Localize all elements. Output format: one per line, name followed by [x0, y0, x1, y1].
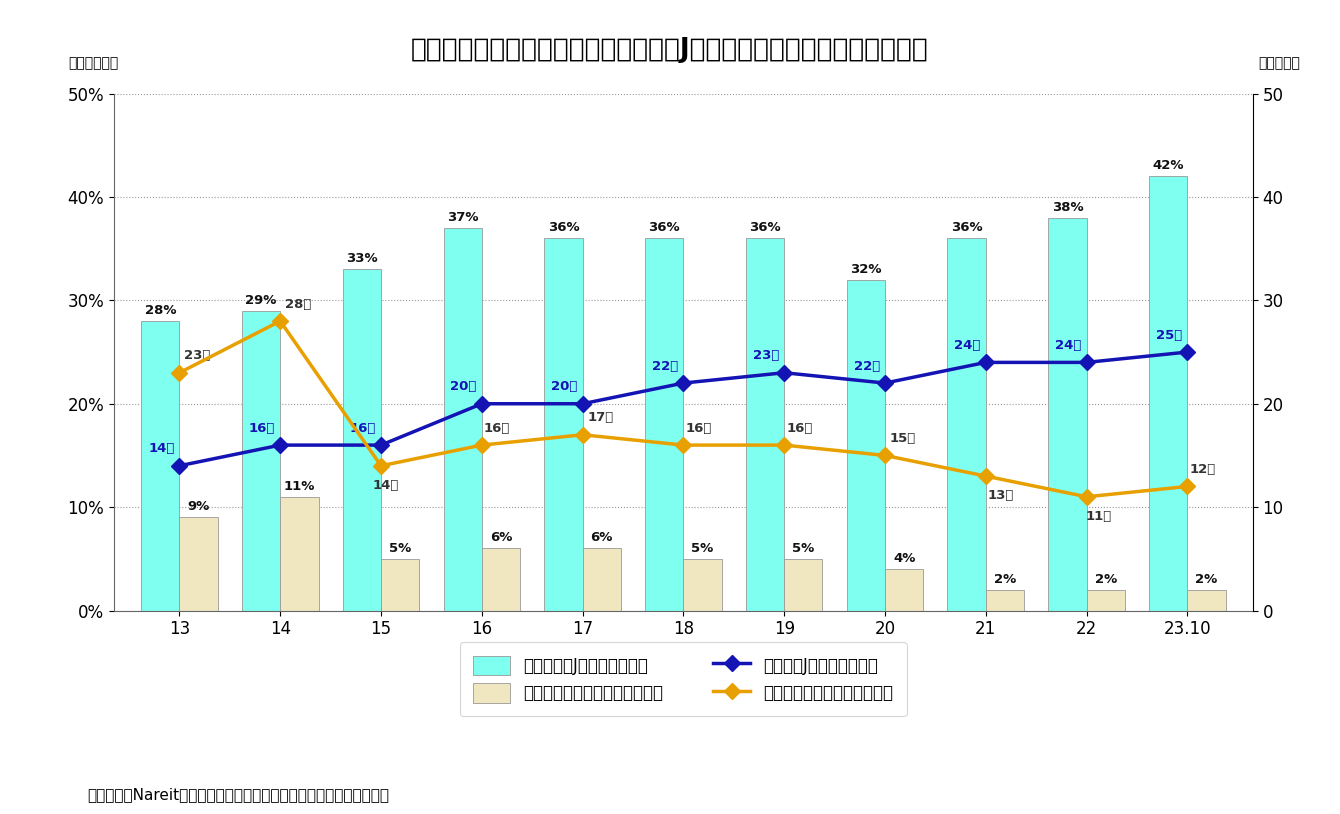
Bar [683, 558, 722, 610]
Bar [847, 280, 884, 610]
Text: 2%: 2% [994, 573, 1016, 586]
Text: 28%: 28% [145, 304, 176, 317]
Text: 38%: 38% [1052, 200, 1083, 213]
Text: 17社: 17社 [588, 411, 614, 424]
Bar [1150, 177, 1187, 610]
Text: 11%: 11% [284, 479, 315, 492]
Text: 16社: 16社 [249, 422, 275, 435]
Bar [746, 239, 784, 610]
Text: 16社: 16社 [787, 422, 812, 435]
Bar [482, 549, 520, 610]
Text: 28社: 28社 [285, 298, 311, 311]
Bar [141, 321, 180, 610]
Text: 24社: 24社 [954, 339, 981, 352]
Text: 6%: 6% [591, 532, 612, 545]
Text: 20社: 20社 [551, 380, 578, 393]
Text: 24社: 24社 [1056, 339, 1081, 352]
Text: 42%: 42% [1152, 160, 1185, 173]
Text: 32%: 32% [850, 263, 882, 276]
Bar [444, 228, 482, 610]
Text: 15社: 15社 [890, 432, 917, 445]
Text: 14社: 14社 [373, 479, 399, 492]
Text: （資料）　Nareitの開示資料などをもとにニッセイ基礎研究所が作成: （資料） Nareitの開示資料などをもとにニッセイ基礎研究所が作成 [87, 787, 389, 802]
Text: 36%: 36% [749, 221, 781, 234]
Text: 33%: 33% [346, 252, 378, 265]
Text: 16社: 16社 [350, 422, 377, 435]
Text: 図表３：総合型の時価占率と銘柄数（Jリート市場及び米国リート市場）: 図表３：総合型の時価占率と銘柄数（Jリート市場及び米国リート市場） [411, 37, 929, 63]
Text: 13社: 13社 [988, 489, 1014, 502]
Text: 25社: 25社 [1156, 329, 1182, 342]
Legend: 時価占率（Jリート総合型）, 時価占率（米国リート総合型）, 銘柄数（Jリート総合型）, 銘柄数（米国リート総合型）: 時価占率（Jリート総合型）, 時価占率（米国リート総合型）, 銘柄数（Jリート総… [460, 642, 907, 716]
Bar [343, 269, 381, 610]
Bar [243, 311, 280, 610]
Text: 12社: 12社 [1190, 463, 1215, 476]
Bar [280, 497, 319, 610]
Bar [884, 569, 923, 610]
Text: 36%: 36% [951, 221, 982, 234]
Text: 37%: 37% [448, 211, 478, 224]
Bar [1087, 590, 1124, 610]
Text: 11社: 11社 [1085, 510, 1112, 523]
Bar [544, 239, 583, 610]
Bar [645, 239, 683, 610]
Bar [583, 549, 620, 610]
Text: 23社: 23社 [753, 349, 780, 362]
Bar [784, 558, 823, 610]
Bar [986, 590, 1024, 610]
Text: 5%: 5% [389, 541, 411, 554]
Text: 14社: 14社 [149, 443, 174, 456]
Text: 36%: 36% [649, 221, 681, 234]
Text: 16社: 16社 [484, 422, 511, 435]
Bar [1048, 217, 1087, 610]
Text: 5%: 5% [792, 541, 815, 554]
Text: 5%: 5% [691, 541, 714, 554]
Text: 22社: 22社 [653, 360, 678, 373]
Text: 2%: 2% [1195, 573, 1218, 586]
Text: 20社: 20社 [450, 380, 477, 393]
Bar [947, 239, 986, 610]
Text: 29%: 29% [245, 294, 277, 307]
Text: 4%: 4% [892, 552, 915, 565]
Text: 36%: 36% [548, 221, 579, 234]
Text: 22社: 22社 [854, 360, 880, 373]
Bar [1187, 590, 1226, 610]
Bar [381, 558, 419, 610]
Text: 9%: 9% [188, 501, 209, 514]
Text: 16社: 16社 [685, 422, 712, 435]
Text: 2%: 2% [1095, 573, 1116, 586]
Text: （銘柄数）: （銘柄数） [1258, 56, 1300, 70]
Text: （時価占率）: （時価占率） [68, 56, 119, 70]
Text: 6%: 6% [490, 532, 512, 545]
Bar [180, 518, 217, 610]
Text: 23社: 23社 [185, 349, 210, 362]
